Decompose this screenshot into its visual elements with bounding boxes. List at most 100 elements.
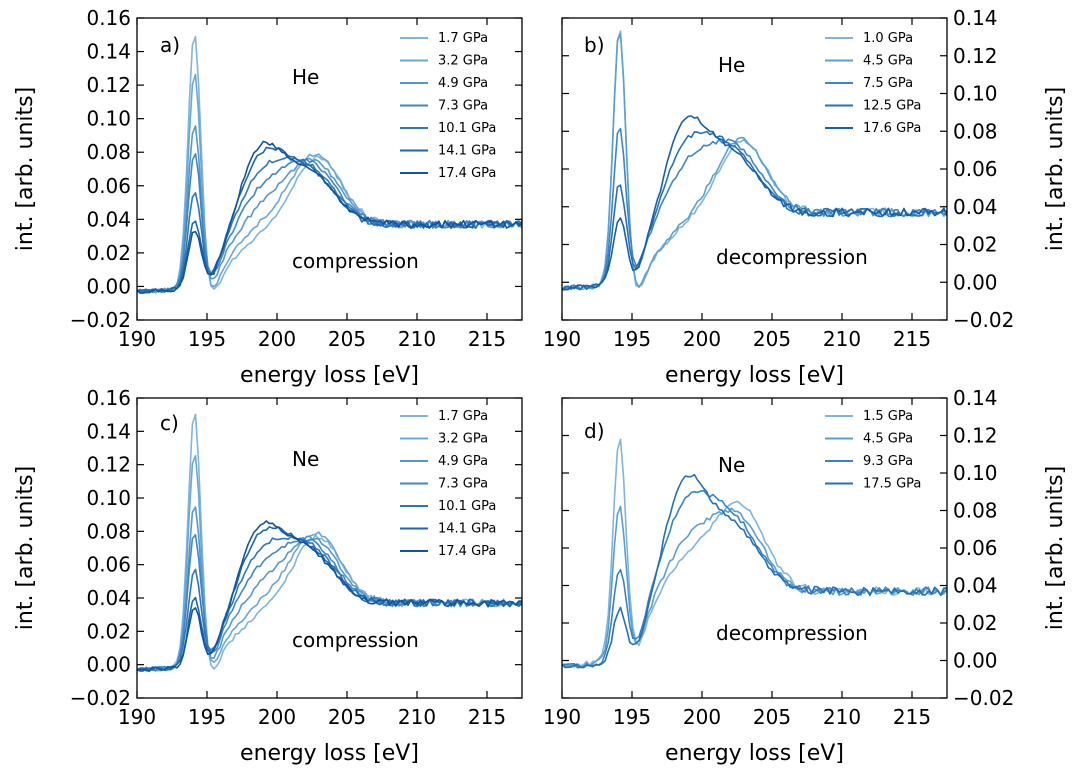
y-tick-label: −0.02 bbox=[953, 686, 1014, 710]
y-tick-label: 0.00 bbox=[86, 274, 131, 298]
legend-label: 1.0 GPa bbox=[863, 31, 913, 46]
x-tick-label: 215 bbox=[468, 705, 506, 729]
x-axis-label: energy loss [eV] bbox=[240, 363, 419, 388]
legend: 1.0 GPa 4.5 GPa 7.5 GPa 12.5 GPa 17.6 GPa bbox=[825, 31, 921, 136]
y-tick-label: 0.02 bbox=[953, 611, 998, 635]
x-tick-label: 215 bbox=[893, 327, 931, 351]
x-tick-label: 200 bbox=[258, 705, 296, 729]
y-tick-label: −0.02 bbox=[70, 686, 131, 710]
legend-label: 10.1 GPa bbox=[438, 499, 496, 514]
x-tick-label: 205 bbox=[328, 705, 366, 729]
y-tick-label: 0.02 bbox=[86, 619, 131, 643]
x-axis-label: energy loss [eV] bbox=[665, 741, 844, 766]
series-line bbox=[137, 520, 522, 672]
y-tick-label: 0.12 bbox=[86, 73, 131, 97]
legend-label: 7.3 GPa bbox=[438, 477, 488, 492]
x-tick-label: 215 bbox=[468, 327, 506, 351]
x-tick-label: 190 bbox=[118, 705, 156, 729]
y-tick-label: 0.12 bbox=[953, 44, 998, 68]
legend-label: 12.5 GPa bbox=[863, 99, 921, 114]
legend-label: 4.9 GPa bbox=[438, 454, 488, 469]
series-line bbox=[137, 153, 522, 294]
series-line bbox=[562, 473, 947, 669]
legend: 1.7 GPa 3.2 GPa 4.9 GPa 7.3 GPa 10.1 GPa 14.1… bbox=[400, 409, 496, 559]
y-tick-label: 0.14 bbox=[86, 40, 131, 64]
series-group bbox=[137, 413, 522, 672]
legend: 1.7 GPa 3.2 GPa 4.9 GPa 7.3 GPa 10.1 GPa 14.1… bbox=[400, 31, 496, 181]
y-axis-label: int. [arb. units] bbox=[13, 87, 38, 251]
panel-a: 190 195 200 205 210 215 −0.02 0.00 0.02 0.04 0.06 0… bbox=[13, 6, 523, 388]
y-tick-label: 0.08 bbox=[86, 519, 131, 543]
x-tick-label: 195 bbox=[613, 705, 651, 729]
y-tick-label: 0.14 bbox=[953, 386, 998, 410]
series-line bbox=[562, 127, 947, 291]
y-tick-label: −0.02 bbox=[70, 308, 131, 332]
legend-label: 14.1 GPa bbox=[438, 144, 496, 159]
legend-label: 17.5 GPa bbox=[863, 477, 921, 492]
y-tick-label: 0.06 bbox=[86, 174, 131, 198]
x-axis-label: energy loss [eV] bbox=[665, 363, 844, 388]
y-tick-label: 0.00 bbox=[86, 653, 131, 677]
legend-label: 3.2 GPa bbox=[438, 432, 488, 447]
gas-label: Ne bbox=[292, 447, 319, 471]
plot-frame bbox=[136, 397, 523, 699]
gas-label: He bbox=[292, 65, 319, 89]
x-tick-label: 195 bbox=[188, 705, 226, 729]
legend-label: 17.6 GPa bbox=[863, 121, 921, 136]
legend-label: 7.3 GPa bbox=[438, 99, 488, 114]
plot-frame bbox=[136, 17, 523, 321]
panel-label: a) bbox=[160, 33, 180, 57]
y-tick-label: 0.02 bbox=[86, 241, 131, 265]
x-tick-label: 210 bbox=[398, 705, 436, 729]
y-tick-label: 0.10 bbox=[86, 486, 131, 510]
y-tick-label: 0.10 bbox=[953, 461, 998, 485]
legend-label: 17.4 GPa bbox=[438, 166, 496, 181]
legend-label: 14.1 GPa bbox=[438, 522, 496, 537]
y-tick-label: 0.04 bbox=[86, 586, 131, 610]
x-tick-label: 190 bbox=[543, 327, 581, 351]
y-tick-label: −0.02 bbox=[953, 308, 1014, 332]
process-label: decompression bbox=[716, 621, 868, 645]
legend-label: 17.4 GPa bbox=[438, 544, 496, 559]
y-axis-label: int. [arb. units] bbox=[1043, 466, 1068, 630]
process-label: decompression bbox=[716, 245, 868, 269]
legend-label: 3.2 GPa bbox=[438, 54, 488, 69]
y-axis-label: int. [arb. units] bbox=[1043, 87, 1068, 251]
series-group bbox=[562, 438, 947, 669]
y-tick-label: 0.04 bbox=[86, 207, 131, 231]
x-tick-label: 200 bbox=[683, 327, 721, 351]
y-tick-label: 0.04 bbox=[953, 574, 998, 598]
series-line bbox=[562, 115, 947, 291]
y-tick-label: 0.14 bbox=[953, 6, 998, 30]
y-tick-label: 0.04 bbox=[953, 195, 998, 219]
panel-label: c) bbox=[160, 411, 179, 435]
legend-label: 1.7 GPa bbox=[438, 409, 488, 424]
y-tick-label: 0.08 bbox=[953, 499, 998, 523]
y-tick-label: 0.06 bbox=[86, 553, 131, 577]
legend-label: 1.7 GPa bbox=[438, 31, 488, 46]
y-tick-label: 0.10 bbox=[86, 107, 131, 131]
legend-label: 10.1 GPa bbox=[438, 121, 496, 136]
x-tick-label: 205 bbox=[753, 327, 791, 351]
panel-label: b) bbox=[584, 33, 605, 57]
x-tick-label: 195 bbox=[188, 327, 226, 351]
legend-label: 4.5 GPa bbox=[863, 54, 913, 69]
series-line bbox=[562, 438, 947, 669]
x-tick-label: 195 bbox=[613, 327, 651, 351]
series-line bbox=[137, 534, 522, 672]
y-tick-label: 0.08 bbox=[86, 140, 131, 164]
x-tick-label: 205 bbox=[753, 705, 791, 729]
x-tick-label: 215 bbox=[893, 705, 931, 729]
panel-d: 190 195 200 205 210 215 −0.02 0.00 0.02 0.04 0.06 0… bbox=[543, 386, 1068, 766]
x-tick-label: 210 bbox=[823, 327, 861, 351]
y-tick-label: 0.08 bbox=[953, 119, 998, 143]
gas-label: Ne bbox=[718, 453, 745, 477]
y-tick-label: 0.14 bbox=[86, 419, 131, 443]
x-tick-label: 210 bbox=[398, 327, 436, 351]
x-tick-label: 200 bbox=[258, 327, 296, 351]
panel-label: d) bbox=[584, 419, 605, 443]
gas-label: He bbox=[718, 53, 745, 77]
y-tick-label: 0.06 bbox=[953, 536, 998, 560]
y-tick-label: 0.12 bbox=[953, 424, 998, 448]
y-axis-label: int. [arb. units] bbox=[13, 466, 38, 630]
